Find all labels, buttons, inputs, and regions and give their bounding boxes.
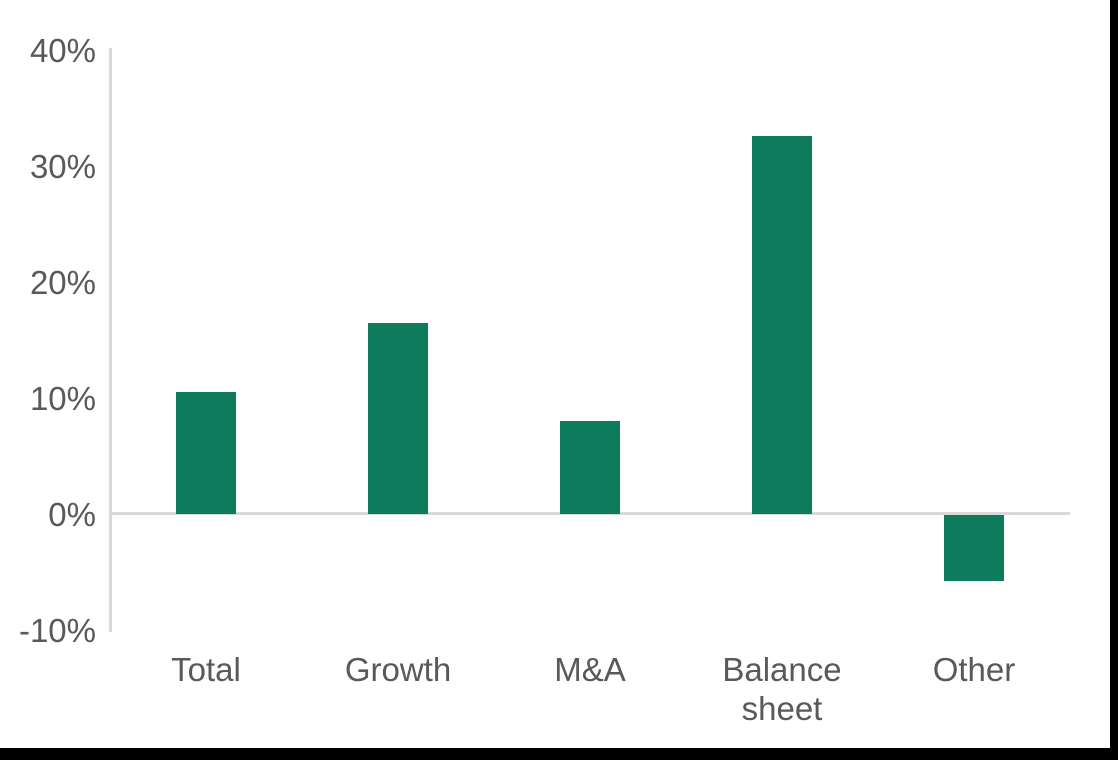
y-axis-line bbox=[109, 48, 112, 632]
x-category-label: M&A bbox=[554, 651, 626, 688]
bar-other bbox=[944, 515, 1004, 582]
x-category-label: Other bbox=[932, 651, 1016, 688]
bar-m-a bbox=[560, 421, 620, 514]
x-category-label: Total bbox=[171, 651, 241, 688]
bar-total bbox=[176, 392, 236, 514]
screenshot-right-edge bbox=[1110, 0, 1118, 760]
y-tick-label: 40% bbox=[29, 31, 96, 69]
screenshot-bottom-edge bbox=[0, 748, 1118, 760]
chart-canvas: 40% 30% 20% 10% 0% -10% Total Growth M&A Balance… bbox=[0, 0, 1110, 748]
bar-balance-sheet bbox=[752, 135, 812, 514]
y-tick-label: 30% bbox=[29, 147, 96, 185]
y-tick-label: -10% bbox=[18, 611, 96, 649]
x-category-label: Balance sheet bbox=[722, 651, 842, 727]
bar-growth bbox=[368, 322, 428, 514]
y-tick-label: 20% bbox=[29, 263, 96, 301]
y-tick-label: 10% bbox=[29, 379, 96, 417]
x-category-label: Growth bbox=[344, 651, 452, 688]
y-tick-label: 0% bbox=[48, 495, 96, 533]
